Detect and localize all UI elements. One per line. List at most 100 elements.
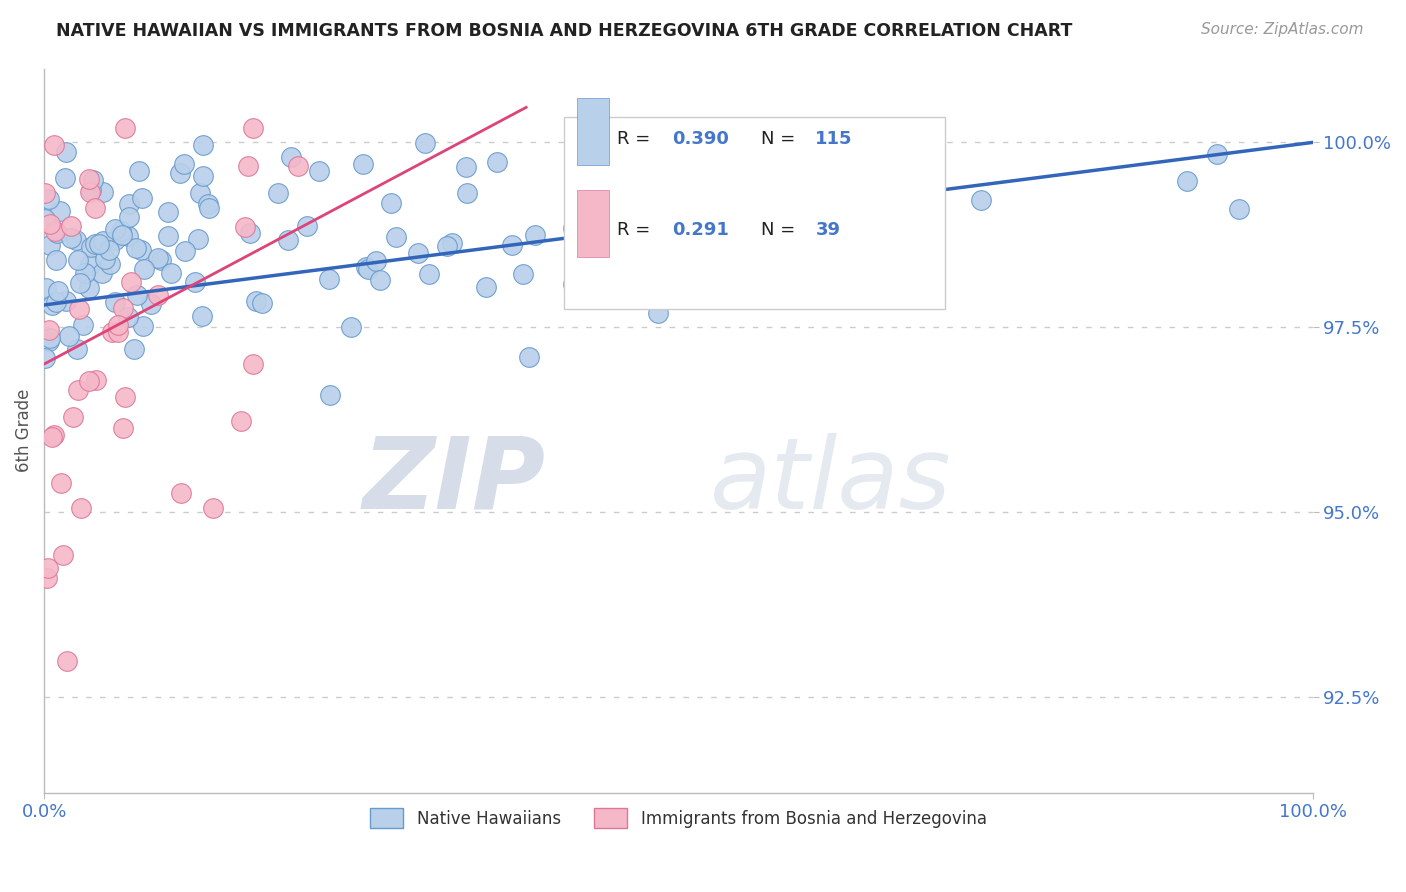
Point [562,221,585,235]
Point [681,215,703,229]
Legend: Native Hawaiians, Immigrants from Bosnia and Herzegovina: Native Hawaiians, Immigrants from Bosnia… [363,801,994,835]
Point [84,373,107,387]
Point [37,561,59,575]
Point [104,221,127,235]
Point [623,240,645,254]
Point [436,238,458,252]
Point [517,350,540,364]
Point [114,120,136,135]
Point [120,275,142,289]
Point [55,293,77,308]
Point [39,238,62,252]
Point [46,284,69,298]
Point [250,296,273,310]
Point [111,421,134,435]
Point [267,186,290,200]
Point [98,257,121,271]
Point [44,137,66,152]
Point [872,236,894,251]
Point [364,254,387,268]
Point [65,233,87,247]
Y-axis label: 6th Grade: 6th Grade [15,389,32,472]
Point [170,485,193,500]
Point [647,306,669,320]
Point [132,262,155,277]
Point [191,169,214,183]
Point [413,136,436,151]
Point [354,260,377,274]
Text: N =: N = [761,221,801,239]
Point [122,342,145,356]
Point [111,227,134,242]
Point [91,267,114,281]
Point [38,217,60,231]
Point [45,253,67,268]
Point [91,186,114,200]
Point [100,325,122,339]
Point [79,374,101,388]
Point [125,241,148,255]
Point [132,318,155,333]
Point [242,120,264,135]
Text: Source: ZipAtlas.com: Source: ZipAtlas.com [1201,22,1364,37]
Point [72,318,94,332]
Point [118,197,141,211]
Point [524,227,547,242]
Point [239,226,262,240]
Point [188,186,211,201]
Point [295,219,318,233]
Point [117,229,139,244]
Point [454,160,477,174]
Point [146,251,169,265]
Point [159,266,181,280]
Point [69,276,91,290]
Point [97,243,120,257]
Point [242,357,264,371]
Point [84,237,107,252]
Text: 115: 115 [815,130,853,148]
Point [475,279,498,293]
Point [456,186,478,201]
Point [352,156,374,170]
Point [38,334,60,348]
Point [193,138,215,153]
Point [197,201,219,215]
Point [52,548,75,562]
Point [66,342,89,356]
Point [49,204,72,219]
Point [70,500,93,515]
Point [277,233,299,247]
Point [233,219,256,234]
Point [60,219,83,234]
Text: NATIVE HAWAIIAN VS IMMIGRANTS FROM BOSNIA AND HERZEGOVINA 6TH GRADE CORRELATION : NATIVE HAWAIIAN VS IMMIGRANTS FROM BOSNI… [56,22,1073,40]
Point [38,323,60,337]
Point [104,234,127,248]
Point [485,154,508,169]
Point [357,261,380,276]
Point [46,227,69,241]
Point [191,309,214,323]
Point [156,205,179,219]
Point [110,224,132,238]
Point [1206,146,1229,161]
Point [117,310,139,324]
Point [77,281,100,295]
Text: 0.291: 0.291 [672,221,728,239]
Point [173,156,195,170]
Point [418,267,440,281]
Point [1227,202,1250,216]
Point [139,297,162,311]
Point [970,193,993,207]
Bar [576,190,609,257]
Point [501,238,523,252]
Point [45,294,67,309]
Text: R =: R = [617,130,657,148]
Point [406,246,429,260]
Point [87,237,110,252]
Point [79,185,101,199]
Text: 0.390: 0.390 [672,130,728,148]
Point [37,572,59,586]
Point [104,295,127,310]
Point [49,475,72,490]
Bar [564,117,945,309]
